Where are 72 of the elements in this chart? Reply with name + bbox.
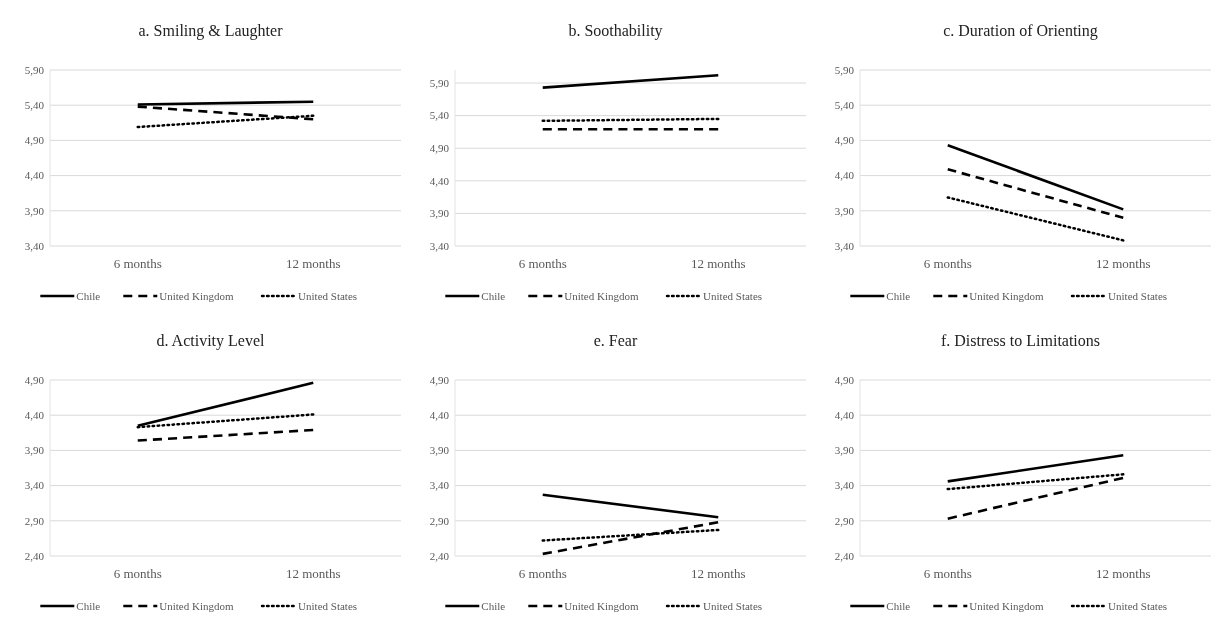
- y-tick-label: 4,40: [834, 169, 855, 182]
- y-tick-label: 4,90: [834, 373, 855, 386]
- y-tick-label: 4,90: [834, 134, 855, 147]
- y-tick-label: 4,40: [429, 174, 450, 187]
- y-tick-label: 5,40: [834, 99, 855, 112]
- y-tick-label: 3,40: [834, 239, 855, 252]
- legend-label: Chile: [481, 289, 506, 302]
- y-tick-label: 3,90: [834, 204, 855, 217]
- legend-label: United Kingdom: [564, 289, 639, 302]
- chart-title: f. Distress to Limitations: [940, 332, 1101, 349]
- y-tick-label: 2,40: [24, 549, 45, 562]
- y-tick-label: 2,90: [24, 514, 45, 527]
- legend-label: United States: [703, 289, 763, 302]
- legend-label: Chile: [886, 599, 911, 612]
- y-tick-label: 2,40: [834, 549, 855, 562]
- legend-label: Chile: [481, 599, 506, 612]
- chart-title: c. Duration of Orienting: [943, 22, 1098, 40]
- y-tick-label: 4,40: [834, 409, 855, 422]
- legend-label: United Kingdom: [564, 599, 639, 612]
- y-tick-label: 2,90: [429, 514, 450, 527]
- y-tick-label: 2,40: [429, 549, 450, 562]
- y-tick-label: 5,40: [429, 109, 450, 122]
- y-tick-label: 4,90: [24, 373, 45, 386]
- y-tick-label: 5,90: [429, 76, 450, 89]
- x-tick-label: 12 months: [690, 256, 746, 271]
- y-tick-label: 3,90: [834, 444, 855, 457]
- y-tick-label: 4,90: [429, 373, 450, 386]
- y-tick-label: 3,40: [24, 479, 45, 492]
- y-tick-label: 4,40: [429, 409, 450, 422]
- legend-label: United Kingdom: [969, 599, 1044, 612]
- y-tick-label: 3,40: [24, 239, 45, 252]
- chart-title: e. Fear: [593, 332, 638, 349]
- x-tick-label: 12 months: [1095, 256, 1151, 271]
- chart-title: b. Soothability: [568, 22, 663, 40]
- x-tick-label: 12 months: [285, 566, 341, 581]
- legend-label: United States: [703, 599, 763, 612]
- y-tick-label: 2,90: [834, 514, 855, 527]
- legend-label: United States: [1108, 599, 1168, 612]
- legend-label: Chile: [76, 599, 101, 612]
- chart-title: d. Activity Level: [156, 332, 266, 350]
- x-tick-label: 6 months: [923, 566, 972, 581]
- x-tick-label: 6 months: [113, 256, 162, 271]
- y-tick-label: 5,90: [24, 63, 45, 76]
- y-tick-label: 3,90: [429, 207, 450, 220]
- y-tick-label: 4,40: [24, 169, 45, 182]
- legend-label: United States: [298, 599, 358, 612]
- legend-label: United Kingdom: [159, 599, 234, 612]
- legend-label: United Kingdom: [159, 289, 234, 302]
- y-tick-label: 5,90: [834, 63, 855, 76]
- x-tick-label: 6 months: [518, 256, 567, 271]
- x-tick-label: 12 months: [285, 256, 341, 271]
- legend-label: United States: [1108, 289, 1168, 302]
- y-tick-label: 3,40: [429, 479, 450, 492]
- x-tick-label: 12 months: [690, 566, 746, 581]
- y-tick-label: 4,40: [24, 409, 45, 422]
- y-tick-label: 3,40: [429, 239, 450, 252]
- x-tick-label: 12 months: [1095, 566, 1151, 581]
- y-tick-label: 3,90: [429, 444, 450, 457]
- x-tick-label: 6 months: [923, 256, 972, 271]
- y-tick-label: 5,40: [24, 99, 45, 112]
- y-tick-label: 3,40: [834, 479, 855, 492]
- legend-label: United States: [298, 289, 358, 302]
- y-tick-label: 4,90: [429, 142, 450, 155]
- x-tick-label: 6 months: [518, 566, 567, 581]
- legend-label: Chile: [886, 289, 911, 302]
- y-tick-label: 3,90: [24, 444, 45, 457]
- x-tick-label: 6 months: [113, 566, 162, 581]
- y-tick-label: 3,90: [24, 204, 45, 217]
- legend-label: United Kingdom: [969, 289, 1044, 302]
- legend-label: Chile: [76, 289, 101, 302]
- chart-title: a. Smiling & Laughter: [138, 22, 284, 40]
- y-tick-label: 4,90: [24, 134, 45, 147]
